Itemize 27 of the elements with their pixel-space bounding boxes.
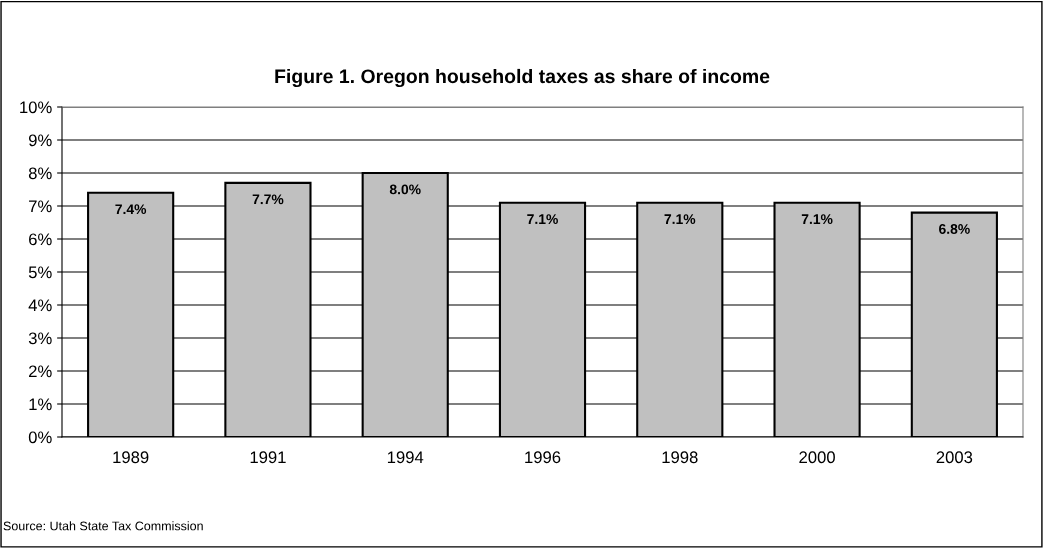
x-tick-label: 1994 <box>387 451 424 464</box>
y-tick-label: 5% <box>28 266 52 279</box>
y-tick-label: 4% <box>28 299 52 312</box>
y-tick-label: 2% <box>29 365 52 378</box>
x-tick-label: 1998 <box>662 451 698 464</box>
y-tick-label: 0% <box>28 431 52 444</box>
data-label: 8.0% <box>389 184 421 195</box>
y-tick-label: 10% <box>20 101 52 114</box>
data-label: 7.7% <box>252 194 284 205</box>
data-label: 7.1% <box>527 214 558 224</box>
x-tick-label: 1996 <box>525 451 561 464</box>
x-tick-label: 2000 <box>799 451 835 464</box>
y-tick-label: 6% <box>29 233 52 246</box>
data-label: 7.1% <box>664 214 696 224</box>
data-label: 6.8% <box>939 224 970 234</box>
y-tick-label: 9% <box>28 134 52 147</box>
y-tick-label: 7% <box>29 200 52 213</box>
y-tick-label: 8% <box>28 167 52 180</box>
y-tick-label: 1% <box>29 398 52 411</box>
x-tick-label: 1989 <box>113 451 149 464</box>
x-tick-label: 2003 <box>936 451 973 464</box>
source-note: Source: Utah State Tax Commission <box>3 521 203 531</box>
data-label: 7.4% <box>115 204 147 215</box>
data-label: 7.1% <box>801 214 833 224</box>
chart-title: Figure 1. Oregon household taxes as share of income <box>275 68 770 88</box>
y-tick-label: 3% <box>28 332 52 345</box>
x-tick-label: 1991 <box>250 451 286 464</box>
